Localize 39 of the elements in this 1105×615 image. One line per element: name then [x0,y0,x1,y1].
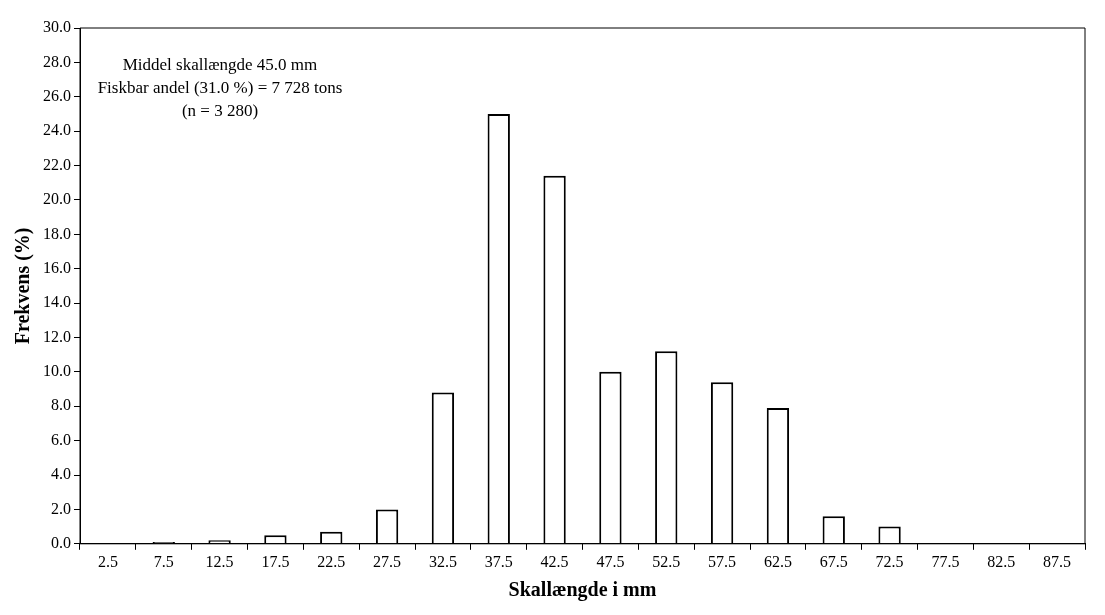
x-tick-label: 22.5 [317,552,346,570]
x-tick-label: 27.5 [373,552,402,570]
y-tick-label: 30.0 [43,18,71,36]
y-tick-label: 8.0 [51,396,71,414]
y-tick-label: 14.0 [43,293,71,311]
y-tick-label: 10.0 [43,362,71,380]
y-tick-label: 0.0 [51,534,71,551]
x-tick-label: 7.5 [153,552,174,570]
y-tick-label: 12.0 [43,327,71,345]
y-axis-title: Frekvens (%) [11,227,35,345]
y-tick-label: 4.0 [51,465,71,483]
x-tick-label: 42.5 [540,552,569,570]
y-tick-label: 26.0 [43,86,71,104]
x-tick-label: 57.5 [708,552,737,570]
x-tick-label: 32.5 [428,552,457,570]
annotation: Middel skallængde 45.0 mm [122,55,318,75]
x-tick-label: 77.5 [931,552,960,570]
y-tick-label: 16.0 [43,258,71,276]
x-tick-label: 2.5 [97,552,118,570]
x-tick-label: 12.5 [205,552,234,570]
x-tick-label: 87.5 [1043,552,1072,570]
x-tick-label: 17.5 [261,552,290,570]
x-tick-label: 47.5 [596,552,625,570]
y-tick-label: 28.0 [43,52,71,70]
x-axis-title: Skallængde i mm [508,578,657,602]
y-tick-label: 2.0 [51,499,71,517]
y-tick-label: 24.0 [43,121,71,139]
annotation: (n = 3 280) [181,101,259,121]
x-tick-label: 67.5 [819,552,848,570]
x-tick-label: 52.5 [652,552,681,570]
x-tick-label: 82.5 [987,552,1016,570]
x-tick-label: 72.5 [875,552,904,570]
y-tick-label: 20.0 [43,190,71,208]
x-tick-label: 62.5 [763,552,792,570]
x-tick-label: 37.5 [484,552,513,570]
annotation: Fiskbar andel (31.0 %) = 7 728 tons [97,78,343,98]
y-tick-label: 22.0 [43,155,71,173]
y-tick-label: 6.0 [51,430,71,448]
y-tick-label: 18.0 [43,224,71,242]
